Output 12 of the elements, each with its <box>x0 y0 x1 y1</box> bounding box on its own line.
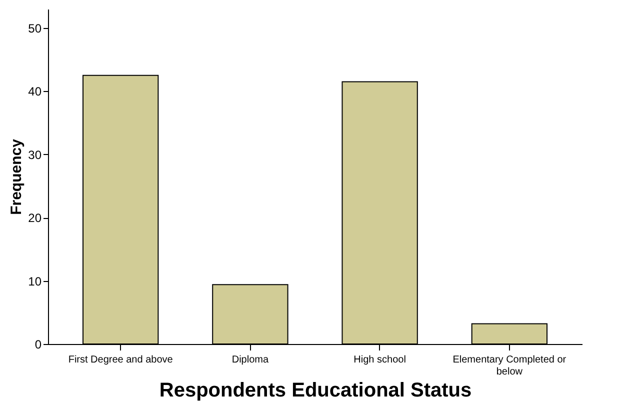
y-tick-label: 40 <box>28 84 42 99</box>
y-tick-label: 0 <box>34 338 42 352</box>
y-tick-label: 50 <box>28 21 42 36</box>
y-axis-title: Frequency <box>8 138 26 215</box>
x-tick-label: First Degree and above <box>68 354 174 366</box>
x-tick-label: High school <box>354 354 406 366</box>
y-tick-label: 30 <box>28 148 42 162</box>
x-tick-label: Diploma <box>232 354 269 366</box>
y-tick-label: 10 <box>28 274 42 288</box>
x-tick-label: Elementary Completed or below <box>452 354 567 378</box>
x-axis-title: Respondents Educational Status <box>159 380 472 402</box>
y-tick-label: 20 <box>28 211 42 226</box>
